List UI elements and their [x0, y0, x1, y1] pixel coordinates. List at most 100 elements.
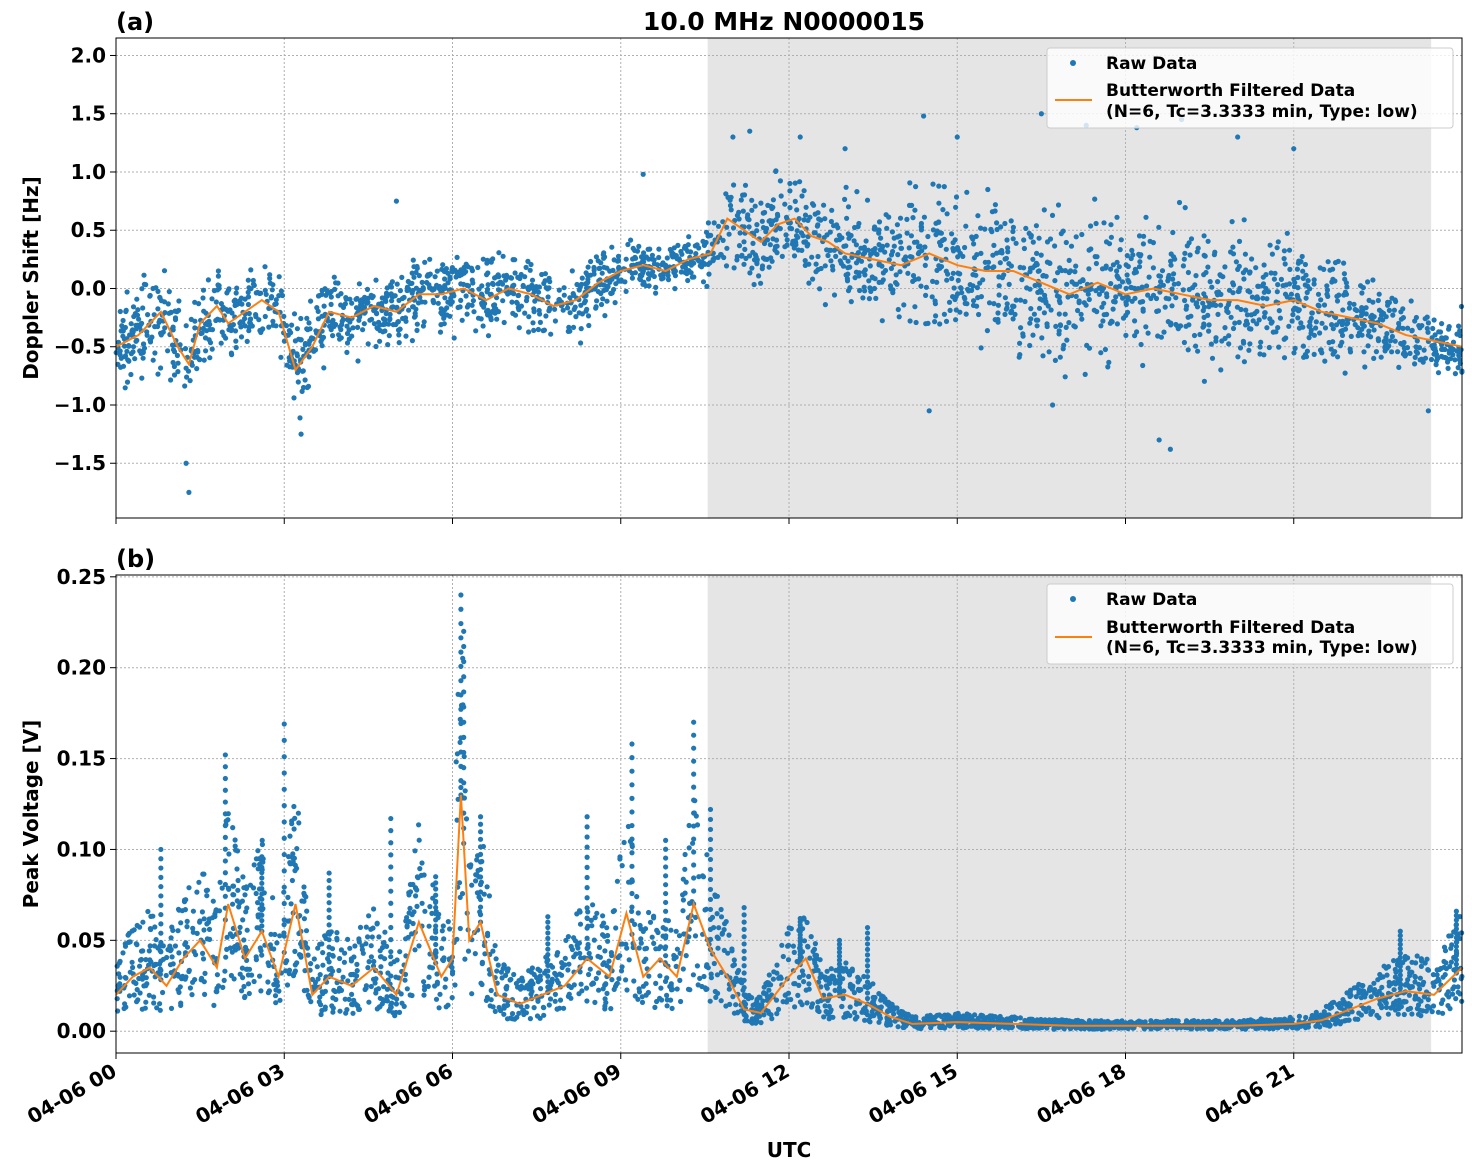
raw-data-point	[683, 953, 689, 959]
raw-data-point	[269, 287, 275, 293]
raw-data-point	[629, 275, 636, 281]
raw-data-point	[421, 992, 427, 998]
raw-data-point	[202, 970, 208, 977]
raw-data-point	[1375, 297, 1381, 304]
raw-data-point	[1114, 214, 1120, 220]
raw-data-point	[356, 1006, 362, 1013]
raw-data-point	[516, 1010, 522, 1016]
raw-data-point	[829, 207, 835, 213]
raw-data-point	[846, 235, 852, 241]
raw-data-point	[155, 306, 161, 312]
raw-data-point	[641, 958, 647, 965]
raw-data-point	[1125, 263, 1131, 270]
raw-data-point	[545, 286, 551, 292]
raw-data-point	[785, 931, 791, 937]
raw-data-point	[303, 928, 310, 934]
raw-data-point	[1183, 306, 1189, 312]
raw-data-point	[141, 341, 147, 347]
raw-data-point	[133, 941, 139, 947]
raw-data-point	[433, 996, 440, 1002]
raw-data-point	[534, 975, 540, 981]
raw-data-point	[1201, 321, 1207, 327]
raw-data-point	[842, 255, 848, 261]
raw-data-point	[795, 992, 801, 999]
raw-data-point	[1066, 257, 1072, 263]
raw-data-point	[413, 269, 419, 276]
raw-data-point	[1414, 953, 1420, 959]
y-axis-label-a: Doppler Shift [Hz]	[19, 176, 43, 380]
raw-data-point	[1261, 352, 1267, 358]
raw-data-point	[1393, 998, 1399, 1004]
raw-data-point	[792, 198, 798, 204]
chart-title: 10.0 MHz N0000015	[643, 7, 925, 36]
raw-data-point	[508, 976, 514, 982]
raw-data-point	[947, 307, 953, 313]
raw-data-point	[923, 255, 929, 261]
raw-data-point	[712, 892, 718, 898]
raw-data-point	[811, 230, 817, 236]
raw-data-point	[861, 244, 868, 250]
raw-data-point	[1435, 355, 1441, 361]
raw-data-point	[821, 1014, 827, 1020]
raw-data-point	[1412, 973, 1418, 979]
raw-data-point	[402, 977, 408, 983]
raw-data-point	[1371, 327, 1377, 333]
raw-data-point	[563, 937, 569, 944]
raw-data-point	[740, 208, 746, 214]
raw-data-point	[283, 968, 289, 974]
raw-data-point	[138, 350, 144, 356]
raw-data-point	[492, 943, 498, 949]
raw-data-point	[267, 942, 273, 948]
raw-data-point	[1276, 344, 1282, 350]
raw-data-outlier	[640, 171, 646, 177]
raw-data-point	[459, 891, 466, 897]
raw-data-point	[813, 952, 820, 959]
raw-data-point	[203, 348, 209, 354]
raw-data-point	[593, 254, 600, 260]
raw-data-point	[1236, 288, 1242, 294]
raw-data-point	[907, 254, 914, 260]
raw-data-point	[754, 1014, 760, 1020]
raw-data-point	[1117, 247, 1123, 253]
raw-data-point	[773, 997, 780, 1003]
raw-data-point	[585, 276, 591, 282]
raw-data-point	[799, 1002, 805, 1008]
raw-data-point	[315, 945, 321, 951]
raw-data-point	[901, 302, 907, 308]
raw-data-point	[207, 355, 213, 361]
raw-data-point	[1119, 279, 1126, 285]
raw-data-point	[441, 315, 447, 321]
raw-data-point	[930, 278, 936, 284]
raw-data-point	[856, 220, 862, 227]
raw-data-point	[651, 940, 657, 947]
raw-data-point	[192, 325, 198, 331]
raw-data-point	[748, 1019, 754, 1025]
raw-data-point	[1205, 238, 1211, 244]
raw-data-point	[384, 293, 390, 299]
raw-data-point	[782, 992, 788, 998]
raw-data-point	[591, 937, 597, 943]
raw-data-point	[165, 947, 171, 953]
raw-data-point	[1377, 316, 1383, 322]
raw-data-point	[168, 935, 174, 941]
raw-data-point	[857, 287, 863, 294]
raw-data-point	[1373, 349, 1379, 355]
raw-data-point	[1324, 291, 1330, 297]
raw-data-point	[1013, 240, 1019, 246]
raw-data-point	[986, 300, 993, 306]
raw-data-point	[1230, 280, 1236, 286]
raw-data-point	[186, 967, 192, 974]
raw-data-point	[815, 210, 821, 216]
raw-data-point	[424, 273, 430, 279]
raw-data-point	[1222, 264, 1228, 270]
raw-data-point	[374, 1006, 380, 1012]
raw-data-point	[668, 927, 674, 933]
y-tick-label: 2.0	[71, 43, 106, 67]
raw-data-point	[759, 218, 765, 224]
raw-data-point	[1276, 308, 1282, 314]
raw-data-point	[673, 928, 679, 934]
raw-data-point	[141, 345, 148, 351]
raw-data-point	[847, 285, 853, 291]
raw-data-point	[298, 315, 304, 322]
raw-data-point	[1296, 1013, 1302, 1020]
